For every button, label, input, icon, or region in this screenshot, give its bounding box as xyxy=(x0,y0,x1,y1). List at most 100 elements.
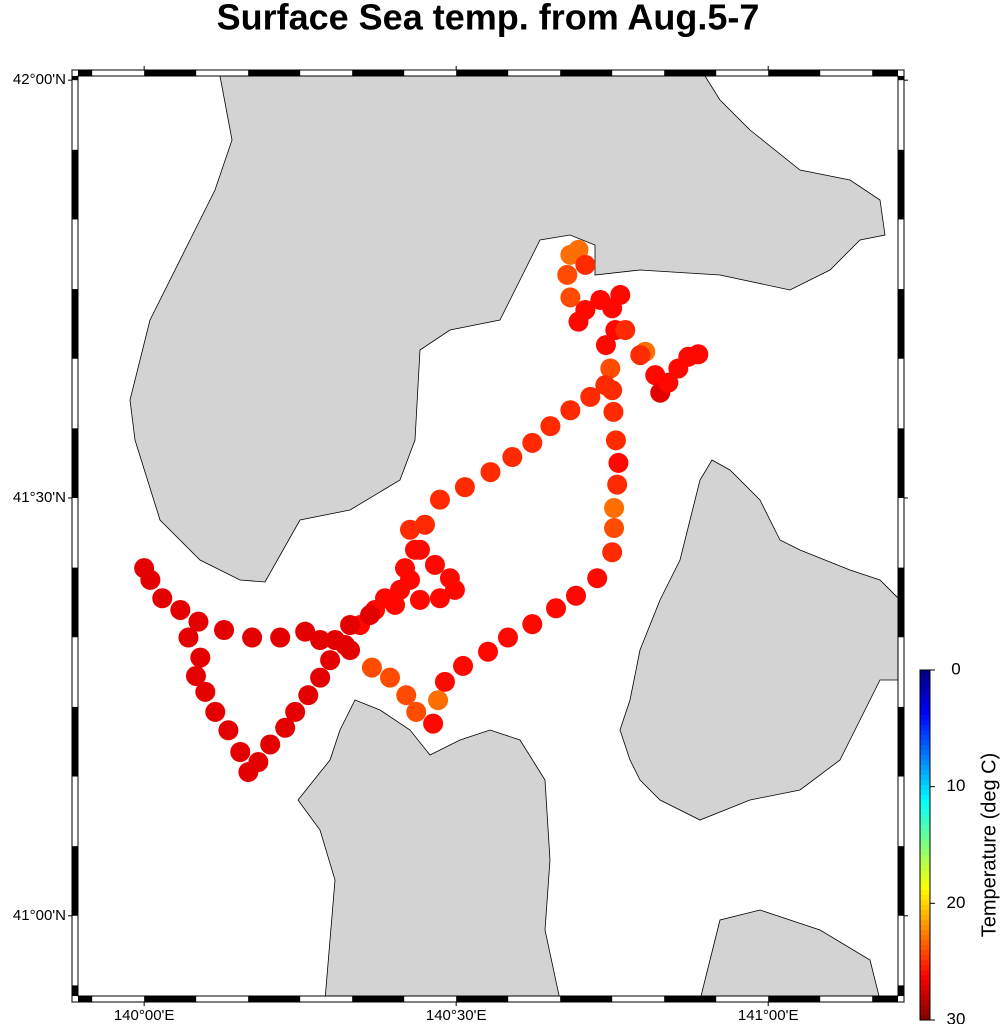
colorbar-swatch xyxy=(920,780,930,786)
temperature-point xyxy=(188,611,209,632)
temperature-point xyxy=(295,621,316,642)
border-check xyxy=(72,567,78,638)
colorbar-swatch xyxy=(920,685,930,691)
temperature-point xyxy=(522,614,543,635)
temperature-point xyxy=(275,717,296,738)
temperature-point xyxy=(361,657,382,678)
temperature-point xyxy=(480,462,501,483)
temperature-point xyxy=(310,667,331,688)
temperature-point xyxy=(414,514,435,535)
temperature-point xyxy=(380,667,401,688)
temperature-point xyxy=(428,690,449,711)
colorbar-swatch xyxy=(920,765,930,771)
colorbar-swatch xyxy=(920,735,930,741)
colorbar-swatch xyxy=(920,770,930,776)
colorbar-tick-label: 0 xyxy=(951,659,960,678)
colorbar-swatch xyxy=(920,825,930,831)
border-check xyxy=(72,428,78,498)
colorbar-swatch xyxy=(920,820,930,826)
colorbar-swatch xyxy=(920,670,930,676)
temperature-point xyxy=(557,264,578,285)
temperature-point xyxy=(453,655,474,676)
temperature-point xyxy=(185,665,206,686)
colorbar-swatch xyxy=(920,755,930,761)
border-check xyxy=(72,846,78,916)
colorbar-swatch xyxy=(920,970,930,976)
temperature-point xyxy=(409,539,430,560)
temperature-point xyxy=(568,239,589,260)
colorbar-swatch xyxy=(920,965,930,971)
temperature-point xyxy=(429,588,450,609)
temperature-point xyxy=(610,284,631,305)
temperature-point xyxy=(325,630,346,651)
border-check xyxy=(72,706,78,777)
temperature-point xyxy=(434,671,455,692)
colorbar-swatch xyxy=(920,940,930,946)
temperature-point xyxy=(595,375,616,396)
colorbar-swatch xyxy=(920,835,930,841)
temperature-point xyxy=(385,594,406,615)
border-check xyxy=(248,996,301,1002)
colorbar-swatch xyxy=(920,715,930,721)
temperature-point xyxy=(214,620,235,641)
colorbar-swatch xyxy=(920,925,930,931)
colorbar-swatch xyxy=(920,860,930,866)
colorbar-swatch xyxy=(920,810,930,816)
colorbar-swatch xyxy=(920,720,930,726)
colorbar-swatch xyxy=(920,740,930,746)
border-check xyxy=(456,70,509,76)
chart-title: Surface Sea temp. from Aug.5-7 xyxy=(217,0,760,38)
temperature-point xyxy=(140,569,161,590)
colorbar-swatch xyxy=(920,800,930,806)
colorbar-swatch xyxy=(920,890,930,896)
temperature-point xyxy=(260,734,281,755)
temperature-point xyxy=(409,589,430,610)
colorbar-swatch xyxy=(920,815,930,821)
colorbar-swatch xyxy=(920,900,930,906)
colorbar-swatch xyxy=(920,895,930,901)
temperature-point xyxy=(178,627,199,648)
border-check xyxy=(560,996,613,1002)
temperature-point xyxy=(396,685,417,706)
temperature-point xyxy=(152,588,173,609)
temperature-point xyxy=(340,640,361,661)
y-tick-label: 42°00'N xyxy=(13,71,66,88)
colorbar-tick-label: 10 xyxy=(947,776,966,795)
colorbar-swatch xyxy=(920,700,930,706)
temperature-point xyxy=(658,372,679,393)
colorbar-swatch xyxy=(920,1010,930,1016)
colorbar-swatch xyxy=(920,750,930,756)
temperature-point xyxy=(565,585,586,606)
colorbar-swatch xyxy=(920,980,930,986)
temperature-point xyxy=(230,742,251,763)
colorbar-swatch xyxy=(920,1000,930,1006)
colorbar-swatch xyxy=(920,935,930,941)
temperature-point xyxy=(600,358,621,379)
temperature-point xyxy=(340,614,361,635)
temperature-point xyxy=(575,254,596,275)
colorbar-swatch xyxy=(920,795,930,801)
temperature-point xyxy=(602,542,623,563)
border-check xyxy=(72,985,78,996)
border-check xyxy=(78,996,93,1002)
border-check xyxy=(898,985,904,996)
temperature-point xyxy=(605,430,626,451)
colorbar-swatch xyxy=(920,745,930,751)
temperature-point xyxy=(560,287,581,308)
temperature-point xyxy=(454,477,475,498)
temperature-point xyxy=(540,416,561,437)
temperature-point xyxy=(424,554,445,575)
border-check xyxy=(898,149,904,220)
temperature-point xyxy=(615,320,636,341)
border-check xyxy=(664,70,717,76)
border-check xyxy=(456,996,509,1002)
temperature-point xyxy=(630,345,651,366)
temperature-point xyxy=(568,311,589,332)
colorbar-frame xyxy=(919,669,931,1021)
border-check xyxy=(768,70,821,76)
temperature-point xyxy=(205,701,226,722)
temperature-point xyxy=(604,498,625,519)
colorbar-swatch xyxy=(920,710,930,716)
colorbar-swatch xyxy=(920,880,930,886)
